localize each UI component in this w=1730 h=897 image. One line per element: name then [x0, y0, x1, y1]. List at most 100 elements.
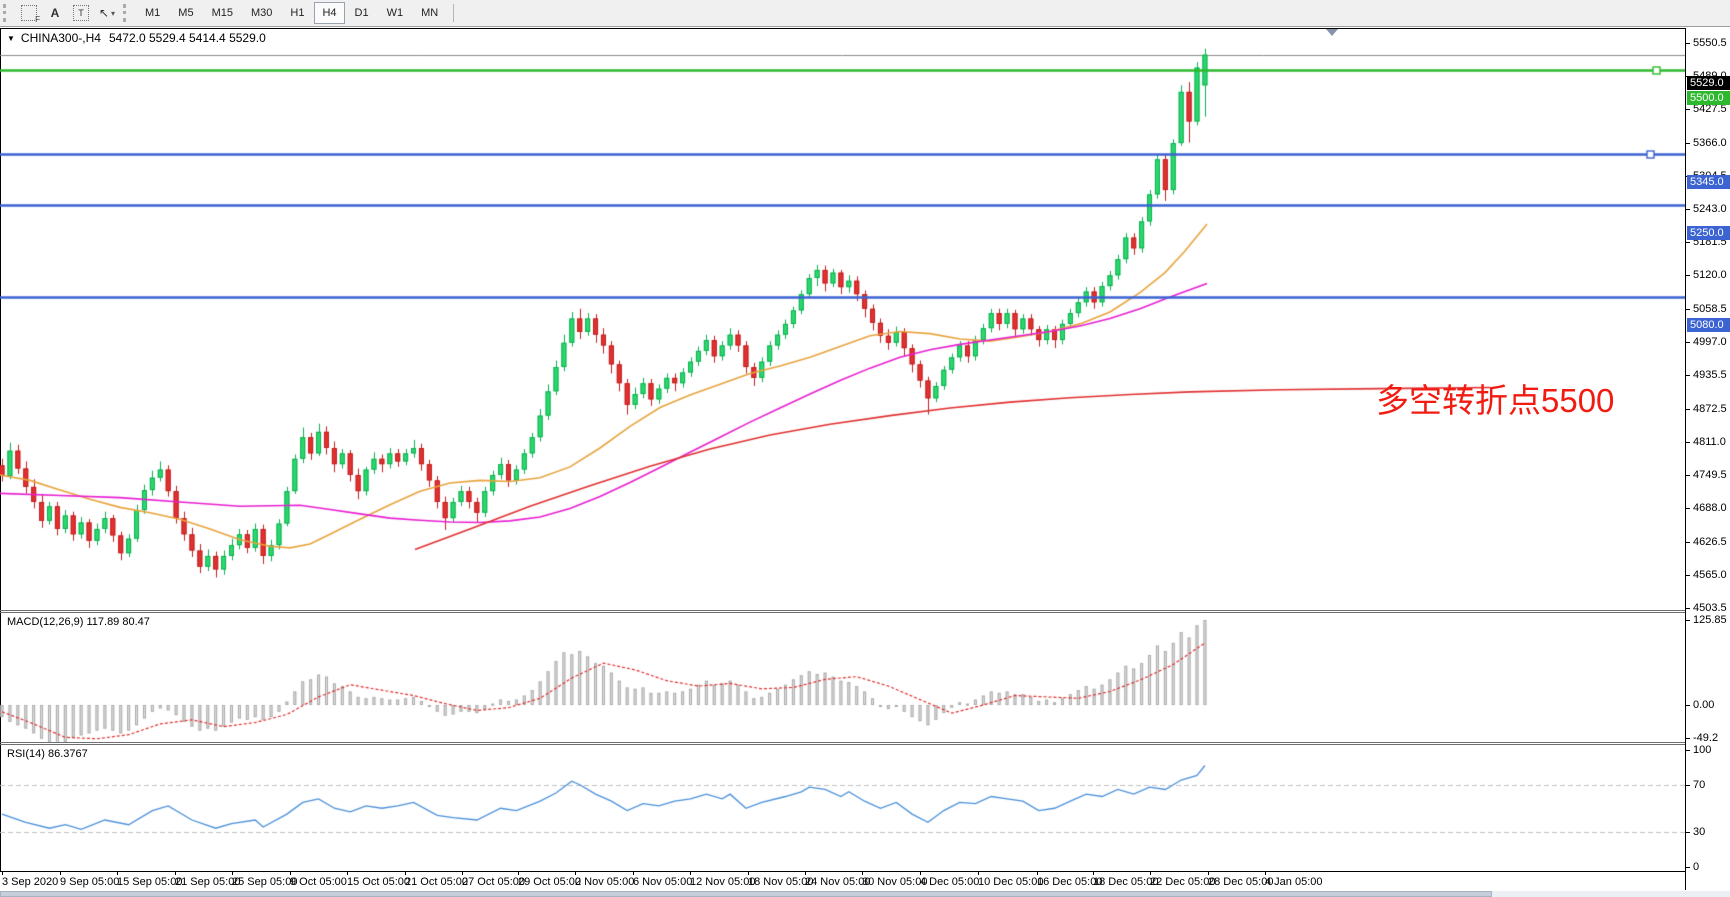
text-box-tool-button[interactable]: T [69, 1, 93, 25]
price-tick-label: 4935.5 [1693, 369, 1727, 381]
price-badge-5080.0: 5080.0 [1687, 318, 1730, 332]
time-tickmark [690, 871, 691, 875]
chart-canvas[interactable] [0, 28, 1685, 871]
price-tick-label-tickmark [1686, 43, 1690, 44]
time-axis[interactable]: 3 Sep 2020 9 Sep 05:00 15 Sep 05:00 21 Sep … [0, 871, 1685, 890]
t-tool-label: T [78, 8, 84, 18]
price-tick-label: 4872.5 [1693, 403, 1727, 415]
time-tickmark [575, 871, 576, 875]
time-tickmark [748, 871, 749, 875]
price-tick-label-tickmark [1686, 508, 1690, 509]
time-label: 18 Dec 05:00 [1093, 876, 1159, 888]
time-tickmark [347, 871, 348, 875]
timeframe-button-w1[interactable]: W1 [386, 7, 404, 19]
time-label: 4 Jan 05:00 [1265, 876, 1323, 888]
timeframe-button-group: M1 M5 M15 M30 H1 H4 D1 W1 MN [136, 2, 447, 24]
toolbar-grip[interactable] [3, 4, 11, 22]
price-tick-label-tickmark [1686, 309, 1690, 310]
pane-separator[interactable] [0, 612, 1730, 613]
time-tickmark [1037, 871, 1038, 875]
time-tickmark [1265, 871, 1266, 875]
time-label: 15 Oct 05:00 [347, 876, 410, 888]
time-label: 10 Dec 05:00 [978, 876, 1044, 888]
price-tick-label-tickmark [1686, 442, 1690, 443]
macd-tick-label-tickmark [1686, 705, 1690, 706]
time-label: 2 Nov 05:00 [575, 876, 635, 888]
price-tick-label-tickmark [1686, 275, 1690, 276]
time-label: 9 Oct 05:00 [290, 876, 347, 888]
price-tick-label-tickmark [1686, 242, 1690, 243]
price-badge-5250.0: 5250.0 [1687, 226, 1730, 240]
timeframe-button-d1[interactable]: D1 [354, 7, 369, 19]
price-badge-5500.0: 5500.0 [1687, 91, 1730, 105]
time-label: 29 Oct 05:00 [518, 876, 581, 888]
price-tick-label: 5427.5 [1693, 103, 1727, 115]
t-box-icon: T [73, 5, 89, 21]
time-label: 18 Nov 05:00 [748, 876, 814, 888]
macd-indicator-label: MACD(12,26,9) 117.89 80.47 [7, 616, 150, 628]
price-tick-label: 5058.5 [1693, 303, 1727, 315]
text-label-tool-button[interactable]: A [43, 1, 67, 25]
timeframe-button-m1[interactable]: M1 [145, 7, 161, 19]
rsi-indicator-label: RSI(14) 86.3767 [7, 748, 88, 760]
time-label: 21 Sep 05:00 [175, 876, 241, 888]
price-tick-label: 4997.0 [1693, 336, 1727, 348]
price-tick-label: 4688.0 [1693, 502, 1727, 514]
time-label: 15 Sep 05:00 [117, 876, 183, 888]
cursor-tool-button[interactable]: ↖ ▾ [95, 1, 119, 25]
time-label: 30 Nov 05:00 [862, 876, 928, 888]
timeframe-button-m15[interactable]: M15 [211, 7, 233, 19]
time-label: 22 Dec 05:00 [1150, 876, 1216, 888]
time-label: 4 Dec 05:00 [920, 876, 980, 888]
price-tick-label: 5243.0 [1693, 203, 1727, 215]
macd-tick-label: -49.2 [1693, 732, 1719, 744]
macd-tick-label-tickmark [1686, 620, 1690, 621]
macd-tick-label-tickmark [1686, 738, 1690, 739]
horizontal-scrollbar [0, 891, 1730, 897]
time-tickmark [290, 871, 291, 875]
f-tool-label: F [35, 15, 40, 24]
pane-separator[interactable] [0, 744, 1730, 745]
timeframe-button-m5[interactable]: M5 [178, 7, 194, 19]
price-tick-label-tickmark [1686, 342, 1690, 343]
timeframe-button-m30[interactable]: M30 [250, 7, 273, 19]
rsi-tick-label: 100 [1693, 744, 1712, 756]
pane-separator[interactable] [0, 742, 1730, 743]
indicator-f-tool-button[interactable]: F [17, 1, 41, 25]
time-tickmark [175, 871, 176, 875]
toolbar-grip-2[interactable] [123, 4, 131, 22]
scrollbar-thumb[interactable] [0, 891, 1492, 897]
time-label: 27 Oct 05:00 [462, 876, 525, 888]
time-label: 6 Nov 05:00 [633, 876, 693, 888]
time-tickmark [2, 871, 3, 875]
time-label: 24 Nov 05:00 [805, 876, 871, 888]
chart-ohlc-values: 5472.0 5529.4 5414.4 5529.0 [108, 31, 266, 45]
time-tickmark [920, 871, 921, 875]
price-tick-label: 5550.5 [1693, 37, 1727, 49]
time-label: 28 Dec 05:00 [1208, 876, 1274, 888]
rsi-tick-label: 0 [1693, 861, 1700, 873]
timeframe-button-mn[interactable]: MN [421, 7, 439, 19]
time-tickmark [1208, 871, 1209, 875]
time-tickmark [518, 871, 519, 875]
rsi-tick-label-tickmark [1686, 867, 1690, 868]
price-tick-label-tickmark [1686, 109, 1690, 110]
timeframe-button-h1[interactable]: H1 [290, 7, 305, 19]
collapse-arrow-icon[interactable]: ▼ [7, 33, 15, 43]
price-tick-label-tickmark [1686, 608, 1690, 609]
price-tick-label: 5366.0 [1693, 137, 1727, 149]
price-tick-label: 4503.5 [1693, 602, 1727, 614]
time-tickmark [978, 871, 979, 875]
cursor-arrow-icon: ↖ [98, 6, 110, 20]
macd-tick-label: 125.85 [1693, 614, 1727, 626]
price-badge-5529.0: 5529.0 [1687, 76, 1730, 90]
price-axis[interactable]: 5550.55489.05427.55366.05304.55243.05181… [1685, 28, 1730, 890]
time-tickmark [462, 871, 463, 875]
annotation-text: 多空转折点5500 [1376, 382, 1615, 419]
timeframe-button-h4[interactable]: H4 [314, 2, 345, 24]
price-tick-label: 4811.0 [1693, 436, 1726, 448]
letter-a-icon: A [50, 6, 60, 20]
pane-separator[interactable] [0, 610, 1730, 611]
time-tickmark [1150, 871, 1151, 875]
time-label: 21 Oct 05:00 [405, 876, 468, 888]
